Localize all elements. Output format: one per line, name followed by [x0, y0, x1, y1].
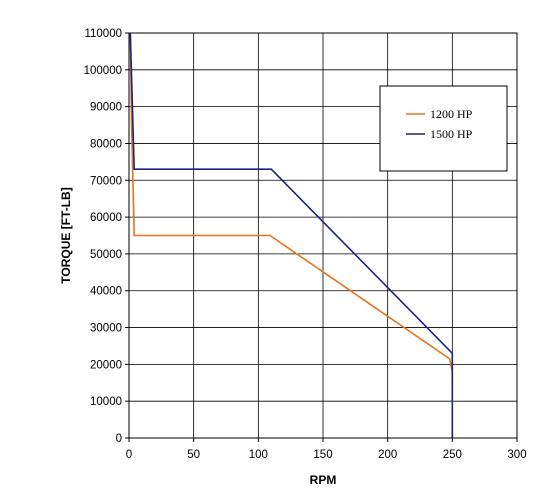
y-tick-label: 80000	[90, 138, 122, 150]
y-tick-label: 70000	[90, 175, 122, 187]
legend-label-1500hp: 1500 HP	[430, 127, 473, 141]
y-tick-label: 90000	[90, 102, 122, 114]
x-tick-label: 50	[187, 449, 200, 461]
x-tick-label: 200	[378, 449, 397, 461]
series-lines	[129, 32, 454, 438]
x-tick-label: 100	[249, 449, 268, 461]
y-tick-label: 110000	[84, 28, 122, 40]
y-tick-label: 100000	[84, 65, 122, 77]
x-axis-ticks: 0 50 100 150 200 250 300	[126, 438, 527, 461]
y-axis-ticks: 0 10000 20000 30000 40000 50000 60000 70000 8000…	[84, 28, 129, 445]
y-tick-label: 60000	[90, 212, 122, 224]
x-tick-label: 0	[126, 449, 132, 461]
series-line-1500hp	[129, 32, 454, 438]
y-tick-label: 50000	[90, 249, 122, 261]
legend: 1200 HP 1500 HP	[379, 85, 508, 172]
x-tick-label: 250	[443, 449, 462, 461]
y-tick-label: 40000	[90, 286, 122, 298]
y-tick-label: 30000	[90, 323, 122, 335]
x-axis-title: RPM	[310, 473, 337, 487]
legend-label-1200hp: 1200 HP	[430, 107, 473, 121]
y-tick-label: 0	[116, 433, 122, 445]
y-tick-label: 20000	[90, 359, 122, 371]
y-tick-label: 10000	[90, 396, 122, 408]
legend-box	[379, 85, 508, 172]
y-axis-title: TORQUE [FT-LB]	[59, 187, 73, 283]
x-tick-label: 300	[507, 449, 526, 461]
x-tick-label: 150	[313, 449, 332, 461]
